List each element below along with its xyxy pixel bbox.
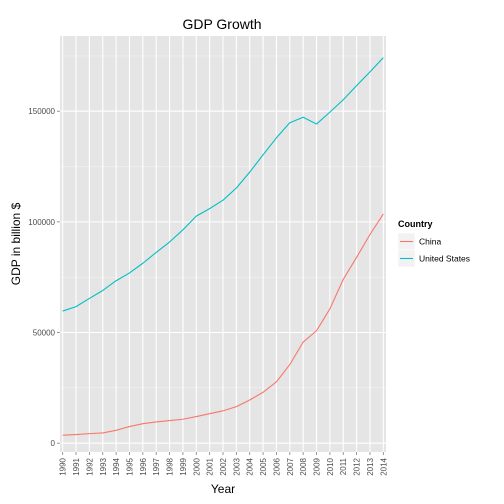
x-tick-label: 1997 [152, 457, 161, 475]
x-tick-label: 2008 [299, 457, 308, 475]
y-tick-label: 100000 [28, 218, 55, 227]
x-tick-label: 1995 [125, 457, 134, 475]
x-tick-label: 2009 [313, 457, 322, 475]
x-tick-label: 2005 [259, 457, 268, 475]
x-tick-label: 2010 [326, 457, 335, 475]
x-tick-label: 1998 [166, 457, 175, 475]
x-tick-label: 2006 [272, 457, 281, 475]
x-tick-label: 2001 [206, 457, 215, 475]
y-tick-label: 50000 [33, 329, 56, 338]
x-tick-label: 2007 [286, 457, 295, 475]
y-tick-label: 0 [51, 439, 56, 448]
x-tick-label: 2003 [232, 457, 241, 475]
series-lines [62, 57, 384, 436]
legend-title: Country [398, 219, 433, 229]
x-tick-label: 2014 [379, 457, 388, 475]
y-axis-title: GDP in billion $ [9, 202, 23, 285]
x-tick-label: 2013 [366, 457, 375, 475]
legend-label-united-states: United States [419, 254, 470, 264]
y-axis-ticks: 0 50000 100000 150000 [28, 107, 60, 448]
x-tick-label: 2000 [192, 457, 201, 475]
legend-label-china: China [419, 237, 441, 247]
legend: Country China United States [397, 219, 470, 268]
x-tick-label: 2012 [353, 457, 362, 475]
x-tick-label: 2002 [219, 457, 228, 475]
x-tick-label: 1992 [85, 457, 94, 475]
x-axis-title: Year [211, 482, 235, 496]
x-tick-label: 1993 [99, 457, 108, 475]
series-line-china [62, 213, 384, 436]
x-tick-label: 1991 [72, 457, 81, 475]
major-gridlines [60, 36, 386, 452]
y-tick-label: 150000 [28, 107, 55, 116]
x-tick-label: 2004 [246, 457, 255, 475]
x-tick-label: 1999 [179, 457, 188, 475]
x-tick-label: 1994 [112, 457, 121, 475]
chart-title: GDP Growth [182, 16, 261, 32]
x-tick-label: 1990 [59, 457, 68, 475]
x-tick-label: 2011 [339, 457, 348, 475]
x-axis-ticks: 1990 1991 1992 1993 1994 1995 1996 1997 1998 1999… [59, 452, 388, 476]
series-line-united-states [62, 57, 384, 312]
x-tick-label: 1996 [139, 457, 148, 475]
